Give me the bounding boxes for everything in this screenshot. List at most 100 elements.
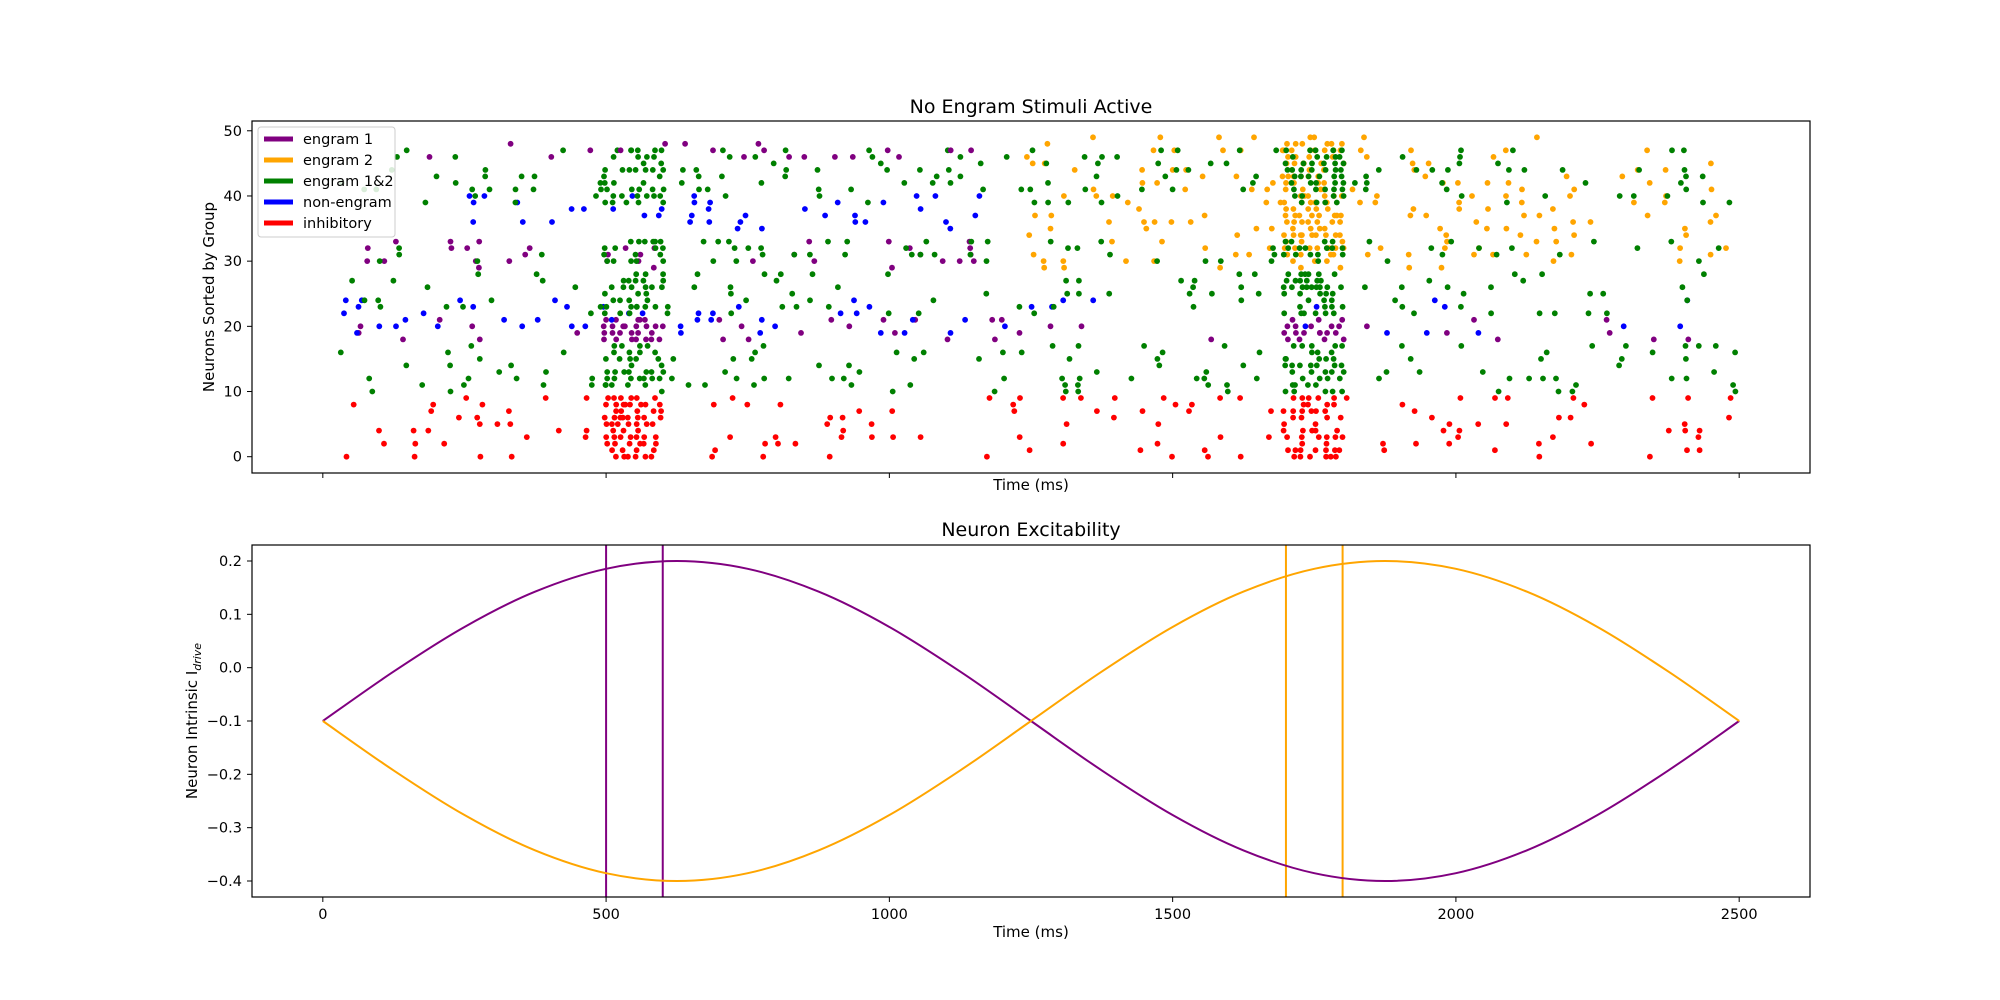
spike-dot [1322, 186, 1328, 193]
spike-dot [651, 193, 657, 199]
spike-dot [476, 238, 483, 245]
spike-dot [612, 440, 618, 447]
legend-label-inhibitory: inhibitory [303, 216, 372, 232]
spike-dot [376, 427, 382, 434]
spike-dot [710, 147, 716, 154]
spike-dot [752, 349, 758, 356]
spike-dot [1045, 180, 1051, 186]
spike-dot [447, 388, 454, 395]
spike-dot [461, 382, 467, 388]
spike-dot [1337, 414, 1344, 421]
spike-dot [1292, 277, 1299, 284]
spike-dot [1521, 212, 1527, 219]
spike-dot [381, 440, 387, 447]
spike-dot [633, 447, 640, 454]
spike-dot [1302, 323, 1309, 330]
spike-dot [1169, 453, 1175, 460]
spike-dot [1588, 440, 1594, 447]
spike-dot [523, 434, 530, 440]
spike-dot [633, 271, 640, 278]
spike-dot [393, 238, 399, 245]
spike-dot [1682, 225, 1688, 232]
spike-dot [908, 251, 915, 258]
spike-dot [1156, 362, 1163, 369]
spike-dot [1380, 440, 1386, 447]
spike-dot [760, 343, 767, 349]
excitability-xtick-label: 1500 [1154, 907, 1191, 923]
spike-dot [618, 408, 625, 414]
spike-dot [1220, 147, 1226, 154]
spike-dot [1323, 232, 1329, 239]
spike-dot [1114, 193, 1121, 199]
spike-dot [1306, 154, 1313, 160]
spike-dot [448, 245, 455, 252]
spike-dot [1405, 251, 1412, 258]
spike-dot [1305, 173, 1312, 180]
spike-dot [848, 382, 855, 388]
spike-dot [1060, 297, 1067, 304]
spike-dot [1208, 336, 1215, 343]
spike-dot [1185, 167, 1192, 173]
spike-dot [640, 160, 647, 167]
spike-dot [1316, 225, 1323, 232]
spike-dot [852, 219, 859, 225]
spike-dot [609, 330, 616, 336]
spike-dot [1650, 336, 1657, 343]
spike-dot [1223, 160, 1230, 167]
spike-dot [827, 414, 834, 421]
spike-dot [443, 303, 450, 310]
spike-dot [1339, 238, 1346, 245]
spike-dot [519, 219, 526, 225]
spike-dot [1383, 369, 1390, 375]
spike-dot [901, 330, 908, 336]
spike-dot [456, 414, 462, 421]
spike-dot [452, 154, 459, 160]
spike-dot [420, 310, 427, 317]
spike-dot [1471, 316, 1477, 323]
spike-dot [400, 336, 406, 343]
spike-dot [610, 154, 617, 160]
spike-dot [633, 258, 640, 264]
spike-dot [1343, 395, 1350, 401]
spike-dot [1313, 186, 1319, 193]
spike-dot [1439, 251, 1446, 258]
spike-dot [1550, 258, 1557, 264]
spike-dot [1571, 186, 1578, 193]
spike-dot [678, 330, 684, 336]
spike-dot [1289, 154, 1296, 160]
spike-dot [856, 408, 863, 414]
spike-dot [1297, 303, 1303, 310]
spike-dot [611, 180, 617, 186]
spike-dot [1313, 382, 1319, 388]
spike-dot [1032, 212, 1038, 219]
spike-dot [694, 316, 701, 323]
spike-dot [482, 173, 489, 180]
spike-dot [1060, 258, 1067, 264]
spike-dot [625, 453, 631, 460]
spike-dot [1679, 284, 1686, 291]
spike-dot [1518, 199, 1525, 206]
spike-dot [1285, 154, 1291, 160]
spike-dot [460, 303, 466, 310]
spike-dot [581, 206, 587, 212]
spike-dot [609, 199, 616, 206]
spike-dot [494, 421, 501, 427]
spike-dot [727, 434, 733, 440]
spike-dot [1221, 343, 1228, 349]
spike-dot [705, 206, 712, 212]
spike-dot [1288, 147, 1295, 154]
spike-dot [1631, 199, 1637, 206]
raster-yticks: 0 10 20 30 40 50 [224, 124, 252, 466]
spike-dot [612, 369, 618, 375]
spike-dot [877, 330, 884, 336]
spike-dot [1520, 277, 1527, 284]
spike-dot [1331, 173, 1338, 180]
spike-dot [526, 245, 533, 252]
spike-dot [1114, 154, 1120, 160]
spike-dot [1409, 160, 1416, 167]
spike-dot [917, 206, 924, 212]
spike-dot [1503, 225, 1510, 232]
spike-dot [1282, 388, 1289, 395]
spike-dot [1340, 369, 1347, 375]
spike-dot [611, 414, 618, 421]
